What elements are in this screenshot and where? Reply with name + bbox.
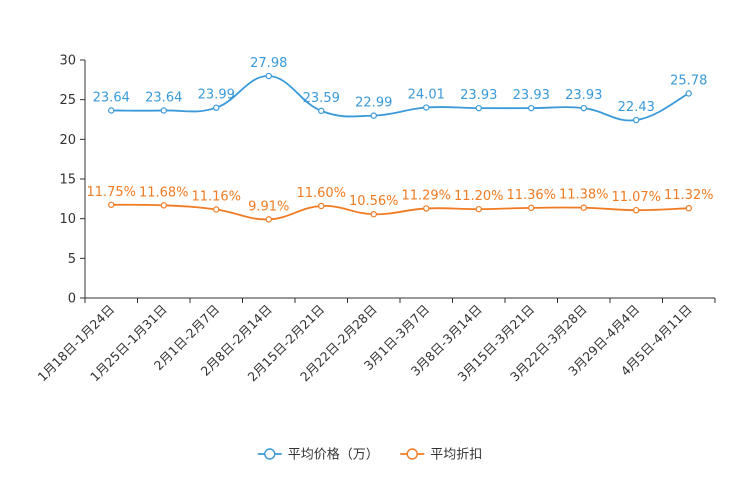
- data-point: [265, 72, 272, 80]
- y-tick-label: 0: [68, 292, 76, 307]
- data-label: 11.32%: [664, 188, 714, 203]
- data-point: [423, 104, 430, 111]
- data-point: [528, 104, 535, 112]
- data-point: [580, 104, 587, 112]
- data-label: 11.16%: [191, 189, 241, 204]
- data-point: [160, 107, 167, 114]
- data-label: 11.07%: [611, 190, 661, 205]
- legend-item-2[interactable]: 平均折扣: [400, 448, 482, 463]
- data-label: 11.38%: [559, 188, 609, 203]
- data-label: 22.43: [618, 100, 655, 115]
- data-point: [633, 206, 640, 214]
- data-label: 23.64: [93, 90, 130, 105]
- data-point: [423, 205, 430, 212]
- data-point: [318, 107, 325, 115]
- data-label: 11.29%: [401, 188, 451, 203]
- y-tick-label: 15: [59, 173, 76, 188]
- y-tick-label: 20: [59, 133, 76, 148]
- legend-label: 平均折扣: [430, 448, 482, 463]
- y-tick-label: 5: [68, 252, 76, 267]
- data-point: [633, 116, 640, 124]
- data-label: 24.01: [408, 88, 445, 103]
- data-point: [475, 104, 482, 112]
- data-label: 11.20%: [454, 189, 504, 204]
- data-label: 10.56%: [349, 194, 399, 209]
- data-point: [108, 107, 115, 114]
- data-label: 9.91%: [248, 199, 289, 214]
- y-tick-label: 30: [59, 54, 76, 69]
- data-label: 23.93: [513, 88, 550, 103]
- y-tick-label: 10: [59, 212, 76, 227]
- data-point: [265, 216, 272, 223]
- data-point: [685, 90, 692, 97]
- data-point: [475, 205, 482, 213]
- data-label: 11.75%: [86, 185, 136, 200]
- series-line-2: [111, 203, 689, 221]
- legend-marker: [264, 448, 276, 460]
- data-label: 22.99: [355, 96, 392, 111]
- data-point: [370, 211, 377, 218]
- data-label: 23.59: [303, 91, 340, 106]
- data-point: [318, 202, 325, 210]
- y-tick-label: 25: [59, 93, 76, 108]
- data-label: 27.98: [250, 56, 287, 71]
- data-point: [370, 112, 377, 119]
- data-point: [213, 206, 220, 213]
- data-point: [580, 204, 587, 211]
- data-point: [685, 204, 692, 212]
- data-label: 23.64: [145, 90, 182, 105]
- data-point: [528, 204, 535, 212]
- data-label: 23.93: [565, 88, 602, 103]
- legend-marker: [406, 448, 418, 460]
- legend-label: 平均价格（万）: [288, 447, 379, 463]
- data-label: 23.93: [460, 88, 497, 103]
- data-point: [108, 201, 115, 208]
- data-point: [213, 104, 220, 111]
- data-label: 25.78: [670, 73, 707, 88]
- data-point: [160, 202, 167, 209]
- data-label: 23.99: [198, 88, 235, 103]
- data-label: 11.60%: [296, 186, 346, 201]
- data-label: 11.68%: [139, 185, 189, 200]
- legend-item-1[interactable]: 平均价格（万）: [257, 447, 379, 463]
- data-label: 11.36%: [506, 188, 556, 203]
